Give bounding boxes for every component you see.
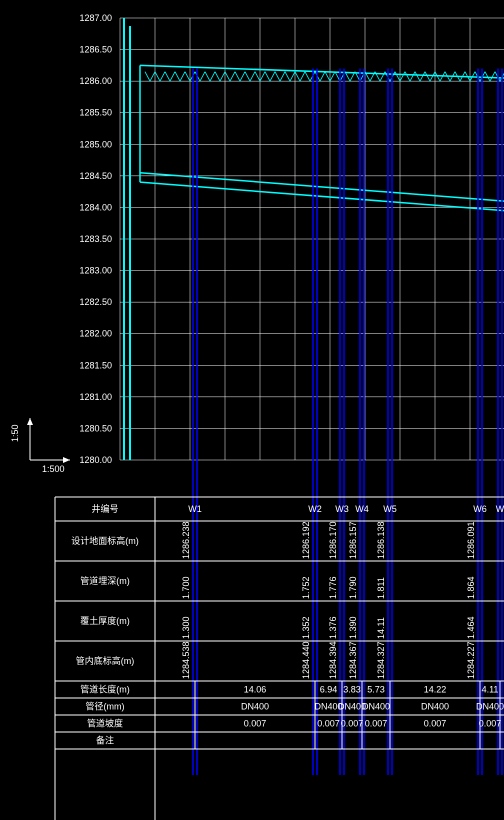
- well-id: W1: [188, 504, 202, 514]
- row-label: 备注: [96, 735, 114, 746]
- scale-arrow-h: [63, 457, 70, 463]
- segment-value: 0.007: [424, 719, 447, 729]
- segment-value: 0.007: [479, 719, 502, 729]
- well-id: W5: [383, 504, 397, 514]
- table-value: 1.700: [181, 576, 191, 599]
- y-tick-label: 1280.00: [79, 455, 112, 465]
- segment-value: 0.007: [365, 719, 388, 729]
- y-tick-label: 1284.50: [79, 171, 112, 181]
- well-id: W: [496, 504, 504, 514]
- table-value: 1284.440: [301, 641, 311, 679]
- y-tick-label: 1282.50: [79, 297, 112, 307]
- segment-value: DN400: [362, 702, 390, 712]
- segment-value: 0.007: [244, 719, 267, 729]
- row-label: 覆土厚度(m): [80, 615, 130, 626]
- row-label: 井编号: [91, 503, 118, 514]
- segment-value: DN400: [241, 702, 269, 712]
- y-tick-label: 1287.00: [79, 13, 112, 23]
- y-tick-label: 1281.00: [79, 392, 112, 402]
- y-tick-label: 1285.00: [79, 139, 112, 149]
- well-id: W3: [335, 504, 349, 514]
- segment-value: 0.007: [341, 719, 364, 729]
- row-label: 设计地面标高(m): [71, 535, 139, 546]
- y-tick-label: 1280.50: [79, 423, 112, 433]
- row-label: 管道长度(m): [80, 684, 130, 695]
- y-tick-label: 1286.00: [79, 76, 112, 86]
- table-value: 1286.170: [328, 521, 338, 559]
- y-tick-label: 1283.50: [79, 234, 112, 244]
- table-value: 1.776: [328, 576, 338, 599]
- table-value: 1.464: [466, 616, 476, 639]
- segment-value: 4.11: [482, 685, 499, 695]
- segment-value: 6.94: [320, 685, 338, 695]
- table-value: 1286.091: [466, 521, 476, 559]
- well-id: W4: [355, 504, 369, 514]
- row-label: 管道埋深(m): [80, 575, 130, 586]
- segment-value: 5.73: [367, 685, 385, 695]
- table-value: 1286.192: [301, 521, 311, 559]
- y-tick-label: 1281.50: [79, 360, 112, 370]
- row-label: 管内底标高(m): [76, 655, 135, 666]
- table-value: 1284.367: [348, 641, 358, 679]
- profile-drawing: 1280.00 1280.50 1281.00 1281.50 1282.00 1282.…: [0, 0, 504, 820]
- table-value: 1.811: [376, 577, 386, 599]
- scale-h-label: 1:500: [42, 464, 65, 474]
- table-value: 1.864: [466, 576, 476, 599]
- table-value: 1.790: [348, 576, 358, 599]
- y-tick-label: 1284.00: [79, 202, 112, 212]
- table-value: 1.376: [328, 616, 338, 639]
- segment-value: 14.06: [244, 685, 267, 695]
- table-value: 1284.394: [328, 641, 338, 679]
- y-tick-label: 1283.00: [79, 266, 112, 276]
- table-value: 1.390: [348, 616, 358, 639]
- table-value: 1.300: [181, 616, 191, 639]
- well-id: W6: [473, 504, 487, 514]
- table-value: 1286.138: [376, 521, 386, 559]
- scale-v-label: 1:50: [10, 424, 20, 442]
- table-value: 14.11: [376, 617, 386, 639]
- segment-value: 3.83: [343, 685, 361, 695]
- table-value: 1284.327: [376, 641, 386, 679]
- segment-value: DN400: [421, 702, 449, 712]
- y-tick-label: 1285.50: [79, 108, 112, 118]
- table-value: 1284.538: [181, 641, 191, 679]
- table-value: 1286.157: [348, 521, 358, 559]
- segment-value: DN400: [476, 702, 504, 712]
- table-value: 1.752: [301, 576, 311, 599]
- well-id: W2: [308, 504, 322, 514]
- table-value: 1.352: [301, 616, 311, 639]
- row-label: 管径(mm): [86, 701, 125, 712]
- y-tick-label: 1282.00: [79, 329, 112, 339]
- table-value: 1284.227: [466, 641, 476, 679]
- scale-arrow-v: [27, 418, 33, 425]
- row-label: 管道坡度: [87, 718, 123, 729]
- y-tick-label: 1286.50: [79, 45, 112, 55]
- segment-value: 0.007: [317, 719, 340, 729]
- table-value: 1286.238: [181, 521, 191, 559]
- segment-value: 14.22: [424, 685, 447, 695]
